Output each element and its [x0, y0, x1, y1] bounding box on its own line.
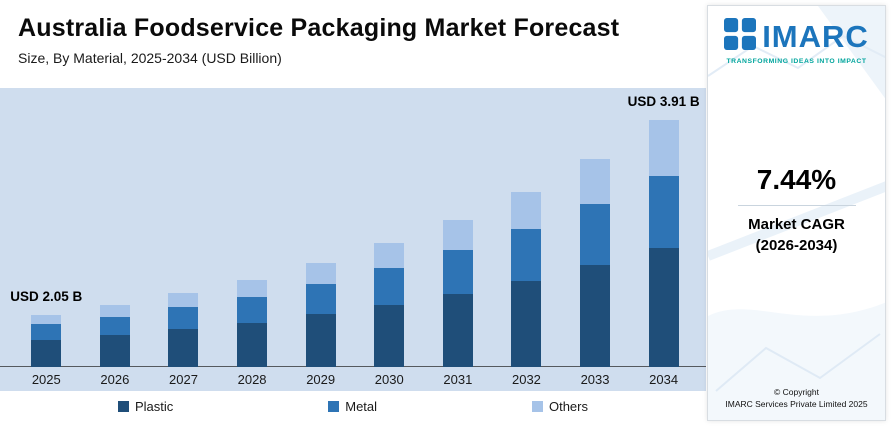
legend-item-plastic: Plastic	[118, 399, 173, 414]
stacked-bar-2030	[374, 243, 405, 367]
x-axis-label: 2026	[100, 371, 130, 387]
cagr-block: 7.44% Market CAGR (2026-2034)	[708, 164, 885, 256]
bar-group-2025: USD 2.05 B 2025	[10, 88, 83, 391]
bar-group-2031: 2031	[424, 88, 493, 391]
bar-segment-others	[305, 263, 336, 284]
imarc-tagline: TRANSFORMING IDEAS INTO IMPACT	[726, 58, 867, 65]
stacked-bar-2033	[580, 159, 611, 367]
cagr-label-line1: Market CAGR	[748, 216, 845, 233]
x-axis-label: 2033	[580, 371, 610, 387]
legend-swatch-plastic	[118, 401, 129, 412]
bar-value-annotation: USD 3.91 B	[627, 94, 700, 109]
stacked-bar-2025	[31, 315, 62, 367]
copyright-line1: © Copyright	[773, 386, 819, 397]
bar-segment-plastic	[168, 329, 199, 367]
bar-segment-plastic	[648, 248, 679, 367]
bar-group-2034: USD 3.91 B 2034	[627, 88, 700, 391]
chart-legend: Plastic Metal Others	[0, 399, 706, 414]
bar-group-2030: 2030	[355, 88, 424, 391]
bar-segment-others	[237, 280, 268, 298]
bar-group-2026: 2026	[81, 88, 150, 391]
bar-segment-metal	[31, 324, 62, 340]
stacked-bar-2029	[305, 263, 336, 367]
bar-segment-others	[99, 305, 130, 317]
imarc-logo-icon	[724, 18, 757, 55]
chart-section: Australia Foodservice Packaging Market F…	[0, 0, 706, 414]
bar-segment-plastic	[580, 265, 611, 367]
cagr-label-line2: (2026-2034)	[755, 237, 838, 254]
stacked-bar-2032	[511, 192, 542, 367]
x-axis-label: 2029	[306, 371, 336, 387]
bar-group-2028: 2028	[218, 88, 287, 391]
imarc-logo: IMARC TRANSFORMING IDEAS INTO IMPACT	[708, 18, 885, 65]
legend-item-metal: Metal	[328, 399, 377, 414]
bar-segment-plastic	[442, 293, 473, 367]
bar-segment-metal	[580, 203, 611, 266]
bar-segment-metal	[511, 228, 542, 281]
x-axis-label: 2030	[374, 371, 404, 387]
legend-item-others: Others	[531, 399, 588, 414]
imarc-logo-text: IMARC	[762, 18, 869, 54]
x-axis-label: 2027	[169, 371, 198, 387]
page-title: Australia Foodservice Packaging Market F…	[18, 14, 620, 42]
bar-value-annotation: USD 2.05 B	[10, 289, 83, 304]
bar-segment-metal	[442, 250, 473, 294]
bar-segment-metal	[648, 175, 679, 249]
bar-segment-metal	[99, 316, 130, 335]
brand-sidebar: IMARC TRANSFORMING IDEAS INTO IMPACT 7.4…	[707, 5, 886, 421]
legend-label-plastic: Plastic	[135, 399, 174, 414]
bar-segment-plastic	[511, 280, 542, 367]
bar-group-2027: 2027	[149, 88, 218, 391]
bar-group-2033: 2033	[561, 88, 630, 391]
decorative-chart-motif	[708, 6, 885, 420]
bar-segment-metal	[374, 268, 405, 305]
cagr-divider	[737, 205, 856, 206]
copyright-notice: © Copyright IMARC Services Private Limit…	[708, 386, 885, 412]
x-axis-label: 2025	[31, 371, 61, 387]
copyright-line2: IMARC Services Private Limited 2025	[725, 399, 868, 410]
stacked-bar-2034	[648, 120, 679, 367]
bar-segment-others	[442, 220, 473, 251]
bar-segment-others	[511, 192, 542, 229]
legend-swatch-metal	[328, 401, 340, 412]
bar-segment-others	[374, 243, 405, 269]
x-axis-label: 2034	[649, 371, 679, 387]
chart-header: Australia Foodservice Packaging Market F…	[0, 0, 706, 66]
bar-segment-others	[580, 159, 611, 204]
bar-segment-others	[168, 293, 199, 308]
bar-segment-metal	[237, 297, 268, 323]
x-axis-line	[0, 366, 706, 367]
bar-segment-others	[31, 315, 62, 325]
bar-segment-plastic	[31, 339, 62, 367]
x-axis-label: 2028	[237, 371, 267, 387]
legend-label-metal: Metal	[345, 399, 378, 414]
chart-panel: USD 2.05 B 2025 2026 2027 2028 2029 2030 2031 20…	[0, 88, 706, 391]
stacked-bar-2027	[168, 293, 199, 367]
legend-label-others: Others	[548, 399, 588, 414]
bar-segment-metal	[168, 307, 199, 330]
bar-segment-metal	[305, 283, 336, 315]
x-axis-label: 2031	[443, 371, 473, 387]
bar-group-2032: 2032	[492, 88, 561, 391]
bar-segment-plastic	[99, 334, 130, 367]
bar-segment-others	[648, 120, 679, 176]
cagr-value: 7.44%	[756, 164, 837, 195]
bar-segment-plastic	[237, 322, 268, 367]
page-subtitle: Size, By Material, 2025-2034 (USD Billio…	[18, 50, 282, 66]
bar-group-2029: 2029	[286, 88, 355, 391]
stacked-bar-2026	[99, 305, 130, 367]
legend-swatch-others	[531, 401, 543, 412]
stacked-bar-2031	[442, 220, 473, 367]
bar-segment-plastic	[305, 314, 336, 367]
x-axis-label: 2032	[511, 371, 541, 387]
stacked-bar-2028	[237, 280, 268, 367]
bar-segment-plastic	[374, 304, 405, 367]
plot-area: USD 2.05 B 2025 2026 2027 2028 2029 2030 2031 20…	[10, 88, 700, 391]
